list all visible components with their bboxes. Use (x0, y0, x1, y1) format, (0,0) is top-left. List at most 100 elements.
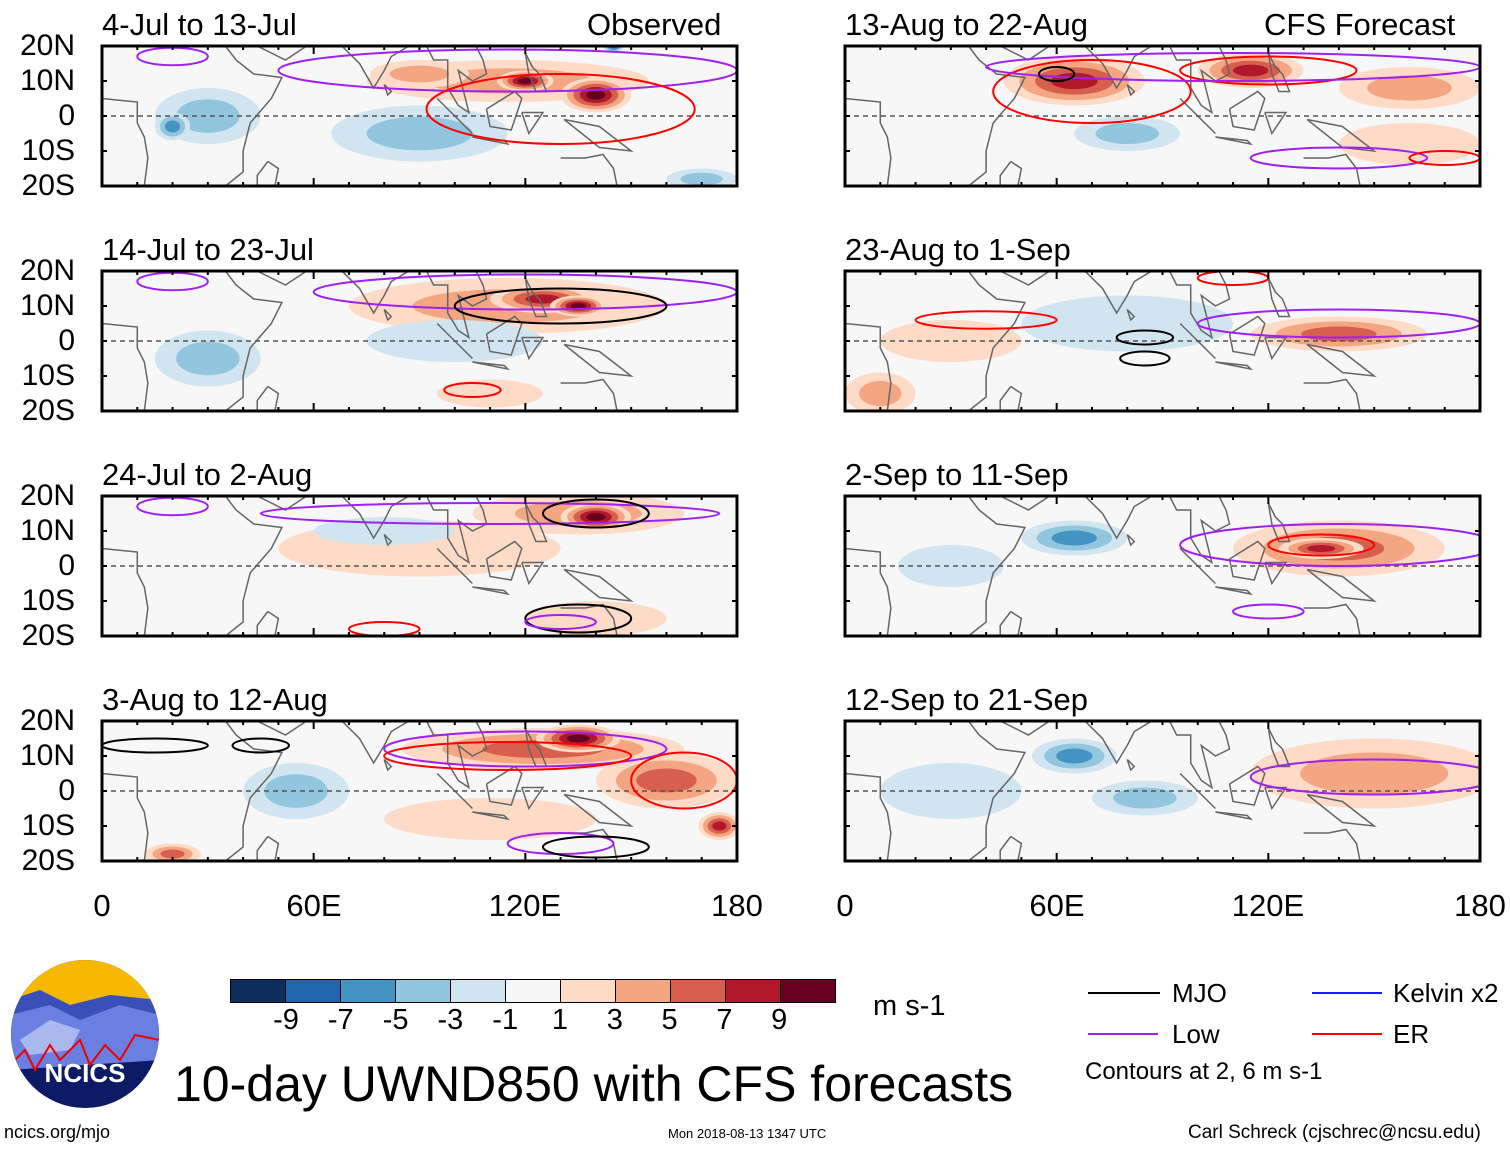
lat-label: 10S (21, 809, 75, 842)
panel-title: 3-Aug to 12-Aug (102, 682, 328, 717)
low-contour (383, 730, 668, 768)
coastline (845, 721, 1027, 861)
low-contour (1249, 758, 1480, 796)
wind-anomaly-blob (1233, 64, 1269, 77)
legend-er: ER (1393, 1019, 1430, 1049)
coastline (485, 90, 523, 131)
lat-label: 0 (58, 99, 75, 132)
lon-label: 120E (488, 888, 562, 923)
coastline (341, 46, 410, 90)
wind-anomaly-blob (680, 172, 723, 186)
coastline (1126, 758, 1136, 772)
lat-label: 20N (19, 254, 75, 287)
coastline (521, 561, 545, 586)
coastline (1084, 496, 1153, 540)
coastline (999, 160, 1023, 186)
low-contour (1232, 603, 1305, 620)
mjo-contour (1119, 350, 1171, 367)
low-contour (277, 48, 737, 93)
coastline (560, 603, 618, 636)
wind-anomaly-blob (586, 513, 606, 521)
map-panel (843, 494, 1482, 638)
lat-label: 10N (19, 739, 75, 772)
wind-anomaly-blob (586, 90, 606, 100)
coastline (436, 97, 473, 135)
wind-anomaly-blob (384, 798, 596, 840)
coastline (999, 835, 1023, 861)
panel-title: 4-Jul to 13-Jul (102, 7, 297, 42)
coastline (1126, 308, 1136, 322)
mjo-line-swatch (1088, 992, 1160, 994)
coastline (1168, 46, 1231, 115)
coastline (521, 786, 545, 811)
lat-label: 20S (21, 169, 75, 202)
wind-anomaly-blob (880, 763, 1022, 819)
wind-anomaly-blob (176, 99, 240, 133)
colorbar-swatch (341, 980, 396, 1002)
coastline (563, 793, 634, 828)
coastline (102, 772, 149, 861)
wind-anomaly-blob (1301, 326, 1377, 342)
wind-anomaly-blob (1056, 748, 1093, 764)
er-contour (443, 382, 502, 398)
wind-anomaly-blob (1095, 123, 1159, 144)
coastline (1084, 271, 1153, 315)
coastline (999, 271, 1051, 286)
colorbar-tick-label: -7 (327, 1004, 354, 1036)
coastline (1228, 765, 1266, 806)
colorbar-tick-label: -5 (382, 1004, 409, 1036)
coastline (1306, 793, 1377, 828)
legend-mjo: MJO (1172, 978, 1227, 1008)
coastline (1179, 97, 1216, 135)
coastline (1126, 83, 1136, 97)
panel-title: 13-Aug to 22-Aug (845, 7, 1089, 42)
coastline (1267, 52, 1291, 93)
er-contour (992, 59, 1192, 124)
wind-anomaly-blob (1113, 787, 1177, 809)
coastline (256, 46, 308, 61)
lon-label: 0 (93, 888, 111, 923)
lat-label: 10N (19, 514, 75, 547)
coastline (1215, 136, 1253, 146)
coastline (1228, 540, 1266, 581)
coastline (1228, 90, 1266, 131)
coastline (102, 97, 149, 186)
coastline (383, 758, 393, 772)
coastline (1084, 721, 1153, 765)
lon-label: 180 (711, 888, 763, 923)
wind-anomaly-blob (160, 849, 185, 859)
legend-kelvin: Kelvin x2 (1393, 978, 1499, 1008)
colorbar-swatch (671, 980, 726, 1002)
coastline (845, 271, 1027, 411)
wind-anomaly-blob (1367, 75, 1452, 101)
lat-label: 10S (21, 134, 75, 167)
wind-anomaly-blob (366, 116, 473, 151)
coastline (845, 97, 892, 186)
coastline (1306, 568, 1377, 603)
coastline (485, 540, 523, 581)
lat-label: 10N (19, 289, 75, 322)
colorbar-swatch (781, 980, 835, 1002)
wind-anomaly-blob (880, 320, 1022, 362)
coastline (1168, 271, 1231, 340)
low-line-swatch (1088, 1033, 1158, 1035)
wind-anomaly-blob (164, 120, 181, 133)
colorbar-tick-label: 3 (606, 1004, 623, 1036)
observed-label: Observed (587, 7, 722, 42)
wind-anomaly-blob (176, 341, 240, 376)
wind-anomaly-blob (897, 545, 1004, 587)
colorbar-swatch (506, 980, 561, 1002)
colorbar-tick-label: -9 (273, 1004, 299, 1036)
lat-label: 10S (21, 584, 75, 617)
coastline (102, 46, 284, 186)
er-contour (347, 621, 421, 636)
kelvin-line-swatch (1312, 992, 1382, 994)
coastline (524, 277, 548, 318)
er-contour (1267, 533, 1376, 557)
coastline (1228, 315, 1266, 356)
coastline (256, 160, 280, 186)
er-contour (914, 310, 1058, 330)
wind-anomaly-blob (636, 768, 697, 793)
panel-title: 24-Jul to 2-Aug (102, 457, 313, 492)
